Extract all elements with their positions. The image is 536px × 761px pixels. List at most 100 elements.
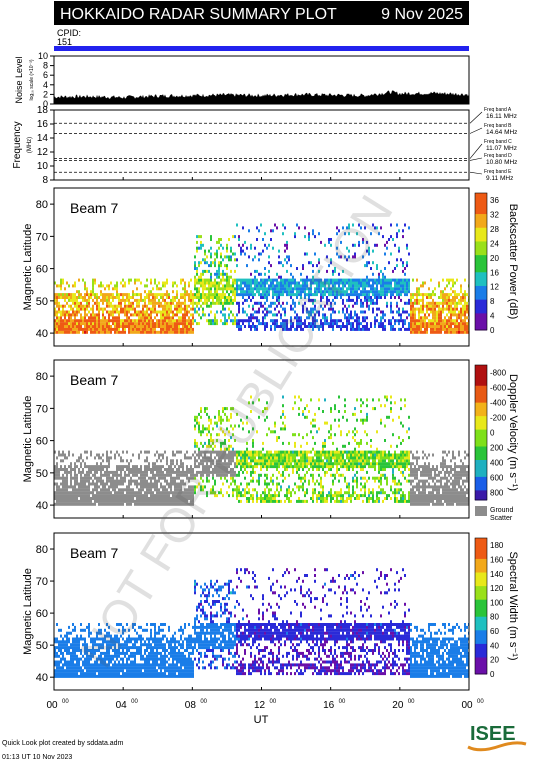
power-cell (72, 296, 74, 299)
velocity-cell (80, 482, 82, 486)
power-cell (422, 293, 424, 297)
velocity-cell (236, 412, 238, 416)
velocity-cell (82, 470, 84, 474)
power-cell (108, 293, 110, 297)
velocity-cell (170, 499, 172, 503)
velocity-cell (302, 453, 304, 457)
velocity-cell (312, 494, 314, 498)
velocity-cell (186, 488, 188, 492)
velocity-cell (174, 482, 176, 486)
power-cell (126, 325, 128, 328)
velocity-cell (62, 450, 64, 454)
power-cell (134, 278, 136, 282)
velocity-cell (228, 494, 230, 498)
power-cell (452, 284, 454, 288)
power-cell (98, 307, 100, 311)
power-cell (396, 293, 398, 297)
power-cell (106, 327, 108, 331)
velocity-cell (224, 473, 226, 477)
power-cell (204, 261, 206, 265)
power-cell (264, 296, 266, 299)
velocity-cell (84, 473, 86, 477)
velocity-cell (360, 459, 362, 463)
power-cell (334, 319, 336, 323)
velocity-cell (66, 482, 68, 486)
power-cell (104, 316, 106, 320)
power-cell (458, 322, 460, 326)
velocity-cell (196, 418, 198, 422)
velocity-cell (294, 433, 296, 437)
power-cell (268, 293, 270, 297)
velocity-cell (344, 410, 346, 413)
velocity-cell (130, 479, 132, 483)
power-cell (104, 298, 106, 302)
power-cell (328, 240, 330, 244)
power-cell (158, 281, 160, 285)
velocity-cell (76, 482, 78, 486)
velocity-cell (316, 430, 318, 434)
power-cell (216, 319, 218, 323)
power-cell (334, 267, 336, 270)
velocity-cell (140, 502, 142, 506)
power-cell (146, 304, 148, 308)
velocity-cell (254, 470, 256, 474)
velocity-cell (316, 468, 318, 471)
velocity-cell (328, 462, 330, 466)
velocity-cell (350, 453, 352, 457)
power-cell (360, 226, 362, 230)
power-cell (218, 264, 220, 268)
velocity-cell (312, 424, 314, 428)
power-cell (452, 327, 454, 331)
power-cell (336, 252, 338, 256)
power-cell (278, 290, 280, 294)
velocity-cell (98, 499, 100, 503)
power-cell (254, 310, 256, 314)
velocity-cell (206, 473, 208, 477)
velocity-cell (180, 462, 182, 466)
power-cell (276, 226, 278, 230)
power-cell (176, 301, 178, 305)
power-cell (392, 278, 394, 282)
velocity-cell (234, 479, 236, 483)
velocity-cell (160, 473, 162, 477)
power-cell (250, 325, 252, 328)
power-cell (442, 304, 444, 308)
velocity-cell (160, 494, 162, 498)
power-cell (286, 269, 288, 273)
cpid-label: CPID: (57, 28, 81, 38)
velocity-cell (206, 444, 208, 448)
velocity-cell (264, 459, 266, 463)
power-cell (406, 316, 408, 320)
power-cell (348, 278, 350, 282)
power-cell (428, 325, 430, 328)
power-cell (90, 327, 92, 331)
power-cell (148, 330, 150, 334)
power-cell (256, 301, 258, 305)
velocity-cell (60, 502, 62, 506)
velocity-cell (64, 453, 66, 457)
power-cell (382, 310, 384, 314)
power-cell (70, 319, 72, 323)
velocity-cell (246, 441, 248, 445)
velocity-cell (116, 450, 118, 454)
velocity-cell (220, 441, 222, 445)
power-cell (406, 293, 408, 297)
power-cell (156, 325, 158, 328)
power-cell (284, 313, 286, 317)
power-cell (326, 301, 328, 305)
velocity-cell (304, 473, 306, 477)
cpid-bar (54, 46, 469, 51)
velocity-cell (292, 468, 294, 471)
power-cell (262, 296, 264, 299)
velocity-cell (142, 488, 144, 492)
power-cell (296, 267, 298, 270)
velocity-cell (220, 465, 222, 469)
velocity-cell (84, 491, 86, 495)
power-cell (448, 316, 450, 320)
velocity-cell (178, 470, 180, 474)
velocity-cell (244, 494, 246, 498)
velocity-cell (366, 404, 368, 408)
velocity-cell (236, 485, 238, 489)
velocity-cell (126, 497, 128, 500)
